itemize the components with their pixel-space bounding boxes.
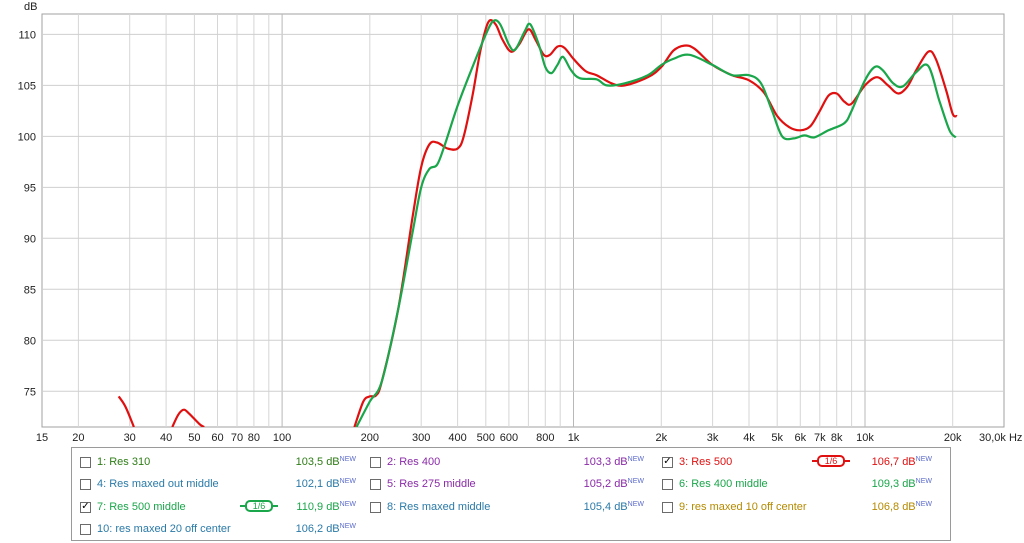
legend-label: 5: Res 275 middle (387, 478, 476, 490)
legend-entry-4[interactable]: 4: Res maxed out middle 102,1 dBNEW (80, 475, 356, 493)
legend-checkbox[interactable] (370, 457, 381, 468)
legend-value: 103,5 dBNEW (295, 456, 356, 468)
legend-entry-8[interactable]: 8: Res maxed middle 105,4 dBNEW (370, 498, 645, 516)
x-tick-label: 5k (771, 432, 783, 444)
x-tick-label: 7k (814, 432, 826, 444)
y-tick-label: 105 (18, 80, 36, 92)
legend-entry-9[interactable]: 9: res maxed 10 off center 106,8 dBNEW (662, 498, 947, 516)
x-tick-label: 800 (536, 432, 554, 444)
legend-entry-3[interactable]: 3: Res 500 1/6 106,7 dBNEW (662, 453, 947, 471)
x-tick-label: 6k (794, 432, 806, 444)
legend-checkbox[interactable] (662, 502, 673, 513)
x-tick-label: 40 (160, 432, 172, 444)
curve-segment (117, 395, 135, 427)
x-tick-label: 60 (211, 432, 223, 444)
x-tick-label: 4k (743, 432, 755, 444)
legend-value: 103,3 dBNEW (583, 456, 644, 468)
legend-checkbox[interactable] (80, 479, 91, 490)
legend-value: 105,4 dBNEW (583, 501, 644, 513)
curve-segment (171, 408, 205, 427)
y-unit-label: dB (24, 1, 37, 13)
legend-entry-2[interactable]: 2: Res 400 103,3 dBNEW (370, 453, 645, 471)
legend-value: 106,7 dBNEW (871, 456, 932, 468)
plot-area (41, 13, 1005, 428)
x-tick-label: 1k (568, 432, 580, 444)
x-tick-label: 15 (36, 432, 48, 444)
x-tick-label: 500 (477, 432, 495, 444)
legend-entry-7[interactable]: 7: Res 500 middle 1/6 110,9 dBNEW (80, 498, 356, 516)
x-tick-label: 80 (248, 432, 260, 444)
legend-checkbox[interactable] (370, 479, 381, 490)
legend-checkbox[interactable] (80, 524, 91, 535)
y-tick-label: 100 (18, 131, 36, 143)
legend-label: 7: Res 500 middle (97, 501, 186, 513)
legend-label: 10: res maxed 20 off center (97, 523, 231, 535)
y-tick-label: 110 (18, 29, 36, 41)
curve-segment (355, 19, 957, 427)
legend-entry-10[interactable]: 10: res maxed 20 off center 106,2 dBNEW (80, 520, 356, 538)
legend-label: 1: Res 310 (97, 456, 151, 468)
legend-label: 4: Res maxed out middle (97, 478, 219, 490)
x-tick-label: 600 (500, 432, 518, 444)
legend-value: 109,3 dBNEW (871, 478, 932, 490)
y-tick-label: 95 (24, 182, 36, 194)
x-tick-label: 2k (655, 432, 667, 444)
legend-label: 3: Res 500 (679, 456, 733, 468)
legend-panel: 1: Res 310 103,5 dBNEW 4: Res maxed out … (71, 447, 951, 541)
x-tick-label: 20 (72, 432, 84, 444)
legend-label: 2: Res 400 (387, 456, 441, 468)
legend-entry-5[interactable]: 5: Res 275 middle 105,2 dBNEW (370, 475, 645, 493)
y-tick-label: 80 (24, 335, 36, 347)
y-tick-label: 75 (24, 386, 36, 398)
legend-value: 102,1 dBNEW (295, 478, 356, 490)
legend-value: 106,2 dBNEW (295, 523, 356, 535)
legend-value: 106,8 dBNEW (871, 501, 932, 513)
x-tick-label: 10k (856, 432, 874, 444)
legend-checkbox[interactable] (80, 502, 91, 513)
smoothing-badge[interactable]: 1/6 (240, 500, 278, 512)
x-tick-label: 8k (831, 432, 843, 444)
x-tick-label: 100 (273, 432, 291, 444)
x-tick-label: 30,0k Hz (979, 432, 1022, 444)
legend-entry-6[interactable]: 6: Res 400 middle 109,3 dBNEW (662, 475, 947, 493)
frequency-response-chart: 75 80 85 90 95 100 105 110 15 20 30 40 50 60 70 80 100 2… (18, 1, 1023, 444)
x-tick-label: 3k (707, 432, 719, 444)
x-tick-label: 300 (412, 432, 430, 444)
legend-value: 105,2 dBNEW (583, 478, 644, 490)
legend-checkbox[interactable] (370, 502, 381, 513)
x-tick-label: 50 (188, 432, 200, 444)
x-tick-label: 20k (944, 432, 962, 444)
smoothing-badge[interactable]: 1/6 (812, 455, 850, 467)
legend-checkbox[interactable] (662, 457, 673, 468)
legend-label: 9: res maxed 10 off center (679, 501, 807, 513)
legend-checkbox[interactable] (80, 457, 91, 468)
x-tick-label: 200 (361, 432, 379, 444)
legend-checkbox[interactable] (662, 479, 673, 490)
y-tick-label: 90 (24, 233, 36, 245)
legend-entry-1[interactable]: 1: Res 310 103,5 dBNEW (80, 453, 356, 471)
legend-label: 6: Res 400 middle (679, 478, 768, 490)
y-tick-label: 85 (24, 284, 36, 296)
x-tick-label: 400 (448, 432, 466, 444)
x-tick-label: 70 (231, 432, 243, 444)
x-tick-label: 30 (124, 432, 136, 444)
legend-label: 8: Res maxed middle (387, 501, 491, 513)
legend-value: 110,9 dBNEW (296, 501, 356, 513)
series-2-line (355, 19, 957, 427)
